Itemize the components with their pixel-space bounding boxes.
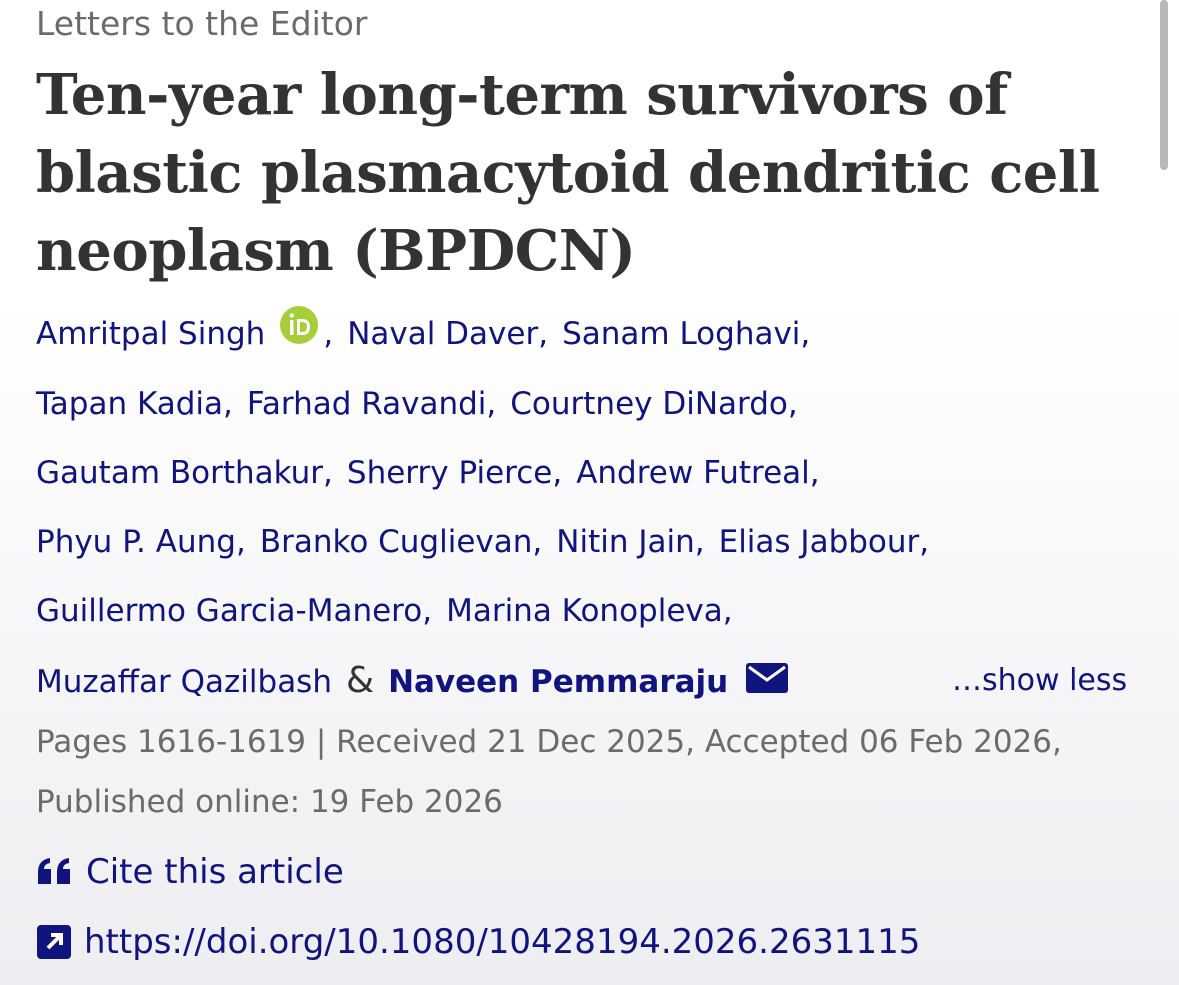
separator: , bbox=[323, 316, 334, 352]
author-entry: Amritpal Singh, bbox=[36, 306, 334, 352]
article-title: Ten-year long-term survivors of blastic … bbox=[36, 62, 1100, 284]
author-name[interactable]: Andrew Futreal bbox=[576, 455, 810, 491]
author-entry: Muzaffar Qazilbash bbox=[36, 664, 332, 700]
author-entry: Marina Konopleva, bbox=[446, 593, 733, 629]
author-name[interactable]: Naveen Pemmaraju bbox=[388, 664, 729, 700]
doi-link[interactable]: https://doi.org/10.1080/10428194.2026.26… bbox=[36, 922, 920, 962]
author-name[interactable]: Phyu P. Aung bbox=[36, 524, 236, 560]
author-entry: Phyu P. Aung, bbox=[36, 524, 246, 560]
author-entry: Andrew Futreal, bbox=[576, 455, 819, 491]
author-entry: Gautam Borthakur, bbox=[36, 455, 333, 491]
cite-link[interactable]: Cite this article bbox=[36, 852, 344, 892]
author-name[interactable]: Gautam Borthakur bbox=[36, 455, 324, 491]
author-entry: Guillermo Garcia-Manero, bbox=[36, 593, 432, 629]
publication-info: Pages 1616-1619 | Received 21 Dec 2025, … bbox=[36, 724, 1062, 820]
author-entry: Courtney DiNardo, bbox=[510, 386, 797, 422]
separator: , bbox=[532, 524, 543, 560]
author-name[interactable]: Sanam Loghavi bbox=[562, 316, 801, 352]
author-entry: Naveen Pemmaraju bbox=[388, 663, 789, 700]
author-name[interactable]: Branko Cuglievan bbox=[259, 524, 533, 560]
separator: , bbox=[787, 386, 798, 422]
author-entry: Branko Cuglievan, bbox=[260, 524, 542, 560]
author-name[interactable]: Naval Daver bbox=[347, 316, 539, 352]
author-entry: Tapan Kadia, bbox=[36, 386, 233, 422]
author-name[interactable]: Marina Konopleva bbox=[446, 593, 723, 629]
separator: , bbox=[722, 593, 733, 629]
author-name[interactable]: Nitin Jain bbox=[556, 524, 695, 560]
separator: , bbox=[538, 316, 549, 352]
author-entry: Elias Jabbour, bbox=[719, 524, 930, 560]
external-link-icon bbox=[37, 925, 71, 959]
separator: , bbox=[223, 386, 233, 422]
author-name[interactable]: Muzaffar Qazilbash bbox=[36, 664, 332, 700]
author-entry: Farhad Ravandi, bbox=[247, 386, 496, 422]
author-name[interactable]: Guillermo Garcia-Manero bbox=[36, 593, 423, 629]
author-entry: Sanam Loghavi, bbox=[562, 316, 810, 352]
separator: , bbox=[919, 524, 930, 560]
scrollbar[interactable] bbox=[1160, 0, 1168, 170]
author-name[interactable]: Amritpal Singh bbox=[36, 316, 266, 352]
show-less[interactable]: …show less bbox=[952, 663, 1128, 698]
author-entry: Nitin Jain, bbox=[556, 524, 704, 560]
cite-text[interactable]: Cite this article bbox=[86, 852, 344, 892]
separator: , bbox=[809, 455, 820, 491]
author-entry: Sherry Pierce, bbox=[347, 455, 562, 491]
quote-icon bbox=[38, 858, 70, 884]
author-name[interactable]: Tapan Kadia bbox=[36, 386, 224, 422]
author-name[interactable]: Elias Jabbour bbox=[718, 524, 920, 560]
section-label: Letters to the Editor bbox=[36, 4, 368, 43]
separator: , bbox=[422, 593, 433, 629]
separator: , bbox=[486, 386, 497, 422]
orcid-icon[interactable] bbox=[279, 305, 319, 345]
and-separator: & bbox=[345, 660, 375, 701]
author-entry: Naval Daver, bbox=[347, 316, 548, 352]
separator: , bbox=[323, 455, 333, 491]
orcid[interactable] bbox=[279, 301, 319, 370]
doi-text[interactable]: https://doi.org/10.1080/10428194.2026.26… bbox=[84, 922, 921, 962]
author-list: Amritpal Singh, Naval Daver, Sanam Loghavi… bbox=[36, 300, 1166, 718]
separator: , bbox=[800, 316, 811, 352]
separator: , bbox=[552, 455, 563, 491]
separator: , bbox=[694, 524, 705, 560]
email[interactable] bbox=[746, 649, 789, 718]
author-name[interactable]: Sherry Pierce bbox=[346, 455, 553, 491]
separator: , bbox=[235, 524, 246, 560]
author-name[interactable]: Courtney DiNardo bbox=[510, 386, 788, 422]
email-icon[interactable] bbox=[746, 663, 789, 693]
author-name[interactable]: Farhad Ravandi bbox=[246, 386, 487, 422]
